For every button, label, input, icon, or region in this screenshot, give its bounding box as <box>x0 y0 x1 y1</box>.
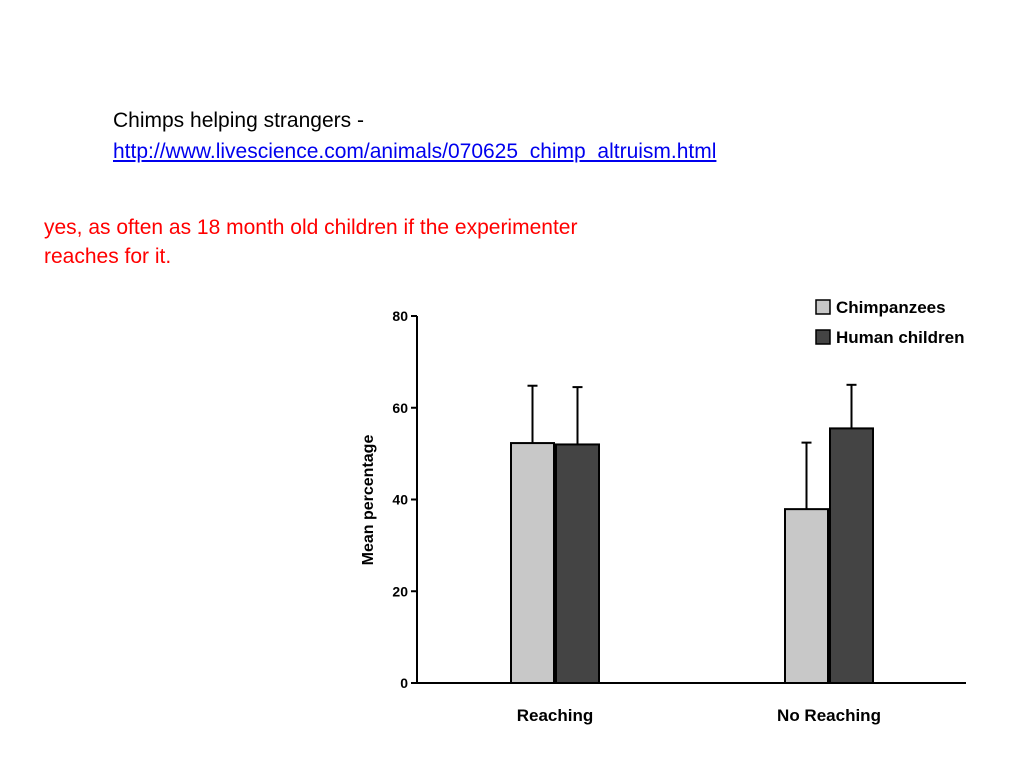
bar-chimpanzees-reaching <box>510 442 555 685</box>
chart-legend: Chimpanzees Human children <box>815 298 964 347</box>
y-tick-label: 40 <box>392 492 408 508</box>
x-category-label: Reaching <box>517 706 594 725</box>
source-link[interactable]: http://www.livescience.com/animals/07062… <box>113 140 717 163</box>
bar-chimpanzees-no-reaching <box>784 508 829 685</box>
y-tick-label: 20 <box>392 583 408 599</box>
legend-swatch <box>815 299 831 315</box>
legend-label: Chimpanzees <box>836 298 946 317</box>
bar-human-children-no-reaching <box>829 427 874 684</box>
slide-title: Chimps helping strangers - <box>113 109 364 132</box>
y-tick-label: 60 <box>392 400 408 416</box>
chart-axes: 0 20 40 60 80 Mean percentage Reaching No Reach… <box>360 308 966 725</box>
legend-swatch <box>815 329 831 345</box>
source-link-line: http://www.livescience.com/animals/07062… <box>113 139 716 165</box>
y-axis-label: Mean percentage <box>360 435 377 566</box>
x-category-label: No Reaching <box>777 706 881 725</box>
y-tick-label: 0 <box>400 675 408 691</box>
y-tick-label: 80 <box>392 308 408 324</box>
answer-text: yes, as often as 18 month old children i… <box>44 216 578 268</box>
bar-human-children-reaching <box>555 443 600 685</box>
chart-bars <box>510 383 874 685</box>
legend-label: Human children <box>836 328 964 347</box>
